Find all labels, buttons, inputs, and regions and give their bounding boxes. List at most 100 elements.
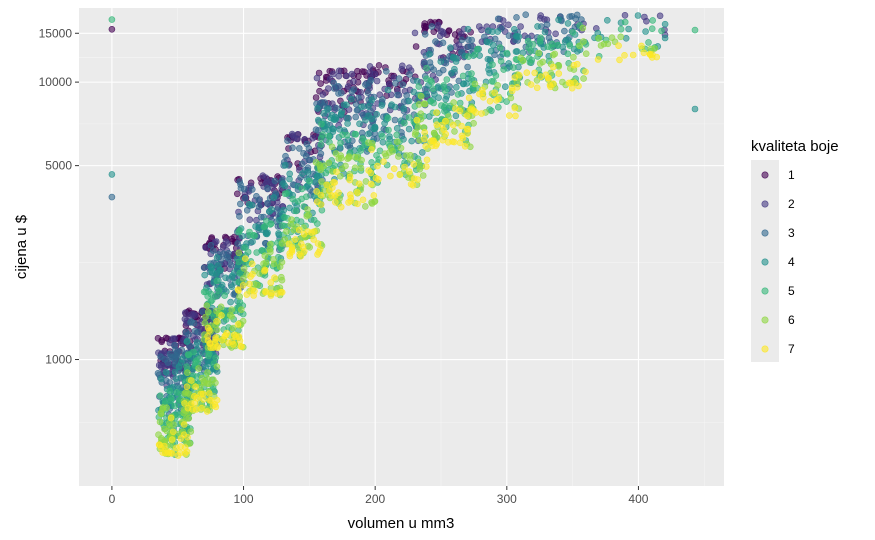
- data-point: [184, 389, 192, 397]
- data-point: [649, 17, 657, 24]
- data-point: [314, 127, 322, 134]
- data-point: [204, 292, 211, 300]
- data-point: [296, 251, 303, 258]
- data-point: [241, 194, 249, 202]
- legend-label-6: 6: [788, 313, 795, 327]
- data-point: [419, 172, 427, 179]
- data-point: [561, 27, 568, 35]
- data-point: [564, 36, 572, 44]
- data-point: [648, 25, 656, 33]
- data-point: [501, 83, 509, 90]
- data-point: [452, 105, 459, 112]
- data-point: [405, 64, 413, 71]
- data-point: [452, 84, 460, 91]
- data-point: [171, 341, 178, 349]
- data-point: [357, 147, 365, 154]
- data-point: [405, 97, 413, 105]
- data-point: [226, 311, 234, 319]
- data-point: [250, 292, 257, 299]
- data-point: [497, 57, 505, 65]
- data-point: [421, 100, 429, 108]
- data-point: [658, 27, 665, 35]
- data-point: [597, 42, 605, 49]
- data-point: [427, 98, 435, 105]
- data-point: [295, 145, 303, 152]
- data-point: [486, 97, 494, 105]
- data-point: [190, 348, 197, 356]
- data-point: [435, 69, 443, 77]
- data-point: [192, 406, 200, 413]
- data-point: [412, 128, 419, 136]
- data-point: [569, 28, 577, 36]
- data-point: [358, 156, 365, 164]
- data-point: [417, 110, 425, 117]
- data-point: [494, 103, 502, 111]
- data-point: [464, 25, 472, 33]
- data-point: [337, 203, 345, 211]
- data-point: [323, 181, 331, 189]
- data-point: [229, 272, 236, 280]
- data-point: [225, 339, 232, 347]
- data-point: [217, 266, 224, 274]
- data-point: [552, 30, 559, 38]
- data-point: [261, 223, 269, 230]
- data-point: [435, 94, 442, 101]
- data-point: [244, 248, 252, 256]
- data-point: [579, 24, 587, 32]
- data-point: [362, 116, 369, 124]
- data-point: [264, 185, 271, 192]
- data-point: [375, 62, 383, 69]
- data-point: [248, 201, 256, 209]
- data-point: [458, 36, 466, 44]
- data-point: [354, 189, 361, 196]
- data-point: [317, 166, 325, 174]
- data-point: [573, 11, 581, 19]
- data-point: [255, 197, 263, 204]
- data-point: [193, 339, 201, 346]
- data-point: [355, 94, 362, 102]
- data-point: [298, 185, 306, 193]
- data-point: [570, 53, 577, 61]
- data-point: [412, 43, 420, 50]
- data-point: [615, 42, 622, 50]
- data-point: [465, 53, 472, 60]
- data-point: [213, 317, 220, 325]
- data-point: [582, 50, 590, 58]
- data-point: [162, 368, 170, 376]
- data-point: [108, 171, 116, 178]
- legend-label-7: 7: [788, 342, 795, 356]
- data-point: [489, 61, 496, 68]
- data-point: [221, 292, 228, 299]
- data-point: [287, 220, 295, 228]
- data-point: [429, 85, 437, 92]
- data-point: [519, 57, 527, 65]
- data-point: [162, 397, 169, 405]
- data-point: [421, 30, 429, 38]
- data-point: [621, 18, 629, 26]
- data-point: [361, 203, 369, 210]
- data-point: [246, 280, 253, 288]
- data-point: [370, 192, 378, 199]
- data-point: [450, 54, 457, 62]
- data-point: [438, 121, 446, 129]
- data-point: [415, 101, 423, 108]
- data-point: [365, 130, 372, 138]
- data-point: [264, 229, 271, 236]
- data-point: [184, 369, 191, 377]
- data-point: [525, 44, 533, 52]
- data-point: [486, 69, 493, 77]
- data-point: [458, 122, 465, 130]
- data-point: [317, 80, 324, 87]
- data-point: [317, 150, 325, 157]
- data-point: [505, 21, 512, 29]
- data-point: [267, 279, 275, 286]
- data-point: [389, 148, 396, 155]
- data-point: [177, 443, 184, 450]
- data-point: [204, 332, 211, 340]
- data-point: [237, 343, 245, 350]
- data-point: [184, 433, 191, 441]
- data-point: [568, 84, 576, 92]
- data-point: [566, 42, 574, 49]
- data-point: [395, 75, 403, 82]
- data-point: [108, 193, 116, 201]
